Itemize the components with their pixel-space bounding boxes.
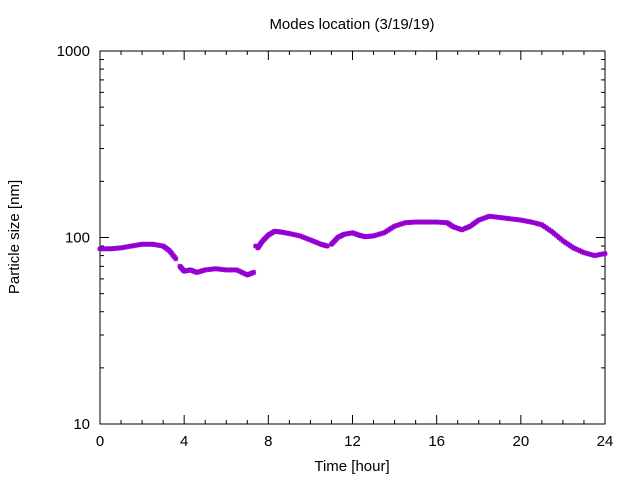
data-point (602, 251, 608, 257)
x-tick-label: 8 (264, 433, 272, 450)
x-tick-label: 16 (428, 433, 445, 450)
axis-ticks (99, 50, 606, 425)
y-tick-label: 10 (73, 416, 90, 433)
data-point (251, 269, 257, 275)
y-tick-label: 100 (65, 230, 90, 247)
chart-title: Modes location (3/19/19) (269, 16, 434, 33)
data-points (97, 213, 608, 278)
x-tick-label: 20 (512, 433, 529, 450)
plot-area-frame (99, 50, 606, 425)
y-axis-label: Particle size [nm] (6, 180, 23, 294)
data-point (324, 243, 330, 249)
y-tick-label: 1000 (57, 43, 90, 60)
data-point (173, 256, 179, 262)
x-tick-label: 0 (96, 433, 104, 450)
x-tick-label: 4 (180, 433, 188, 450)
x-tick-labels: 0 4 8 12 16 20 24 (96, 433, 614, 450)
x-tick-label: 12 (344, 433, 361, 450)
x-tick-label: 24 (597, 433, 614, 450)
y-tick-labels: 10 100 1000 (57, 43, 90, 433)
x-axis-label: Time [hour] (314, 458, 389, 475)
